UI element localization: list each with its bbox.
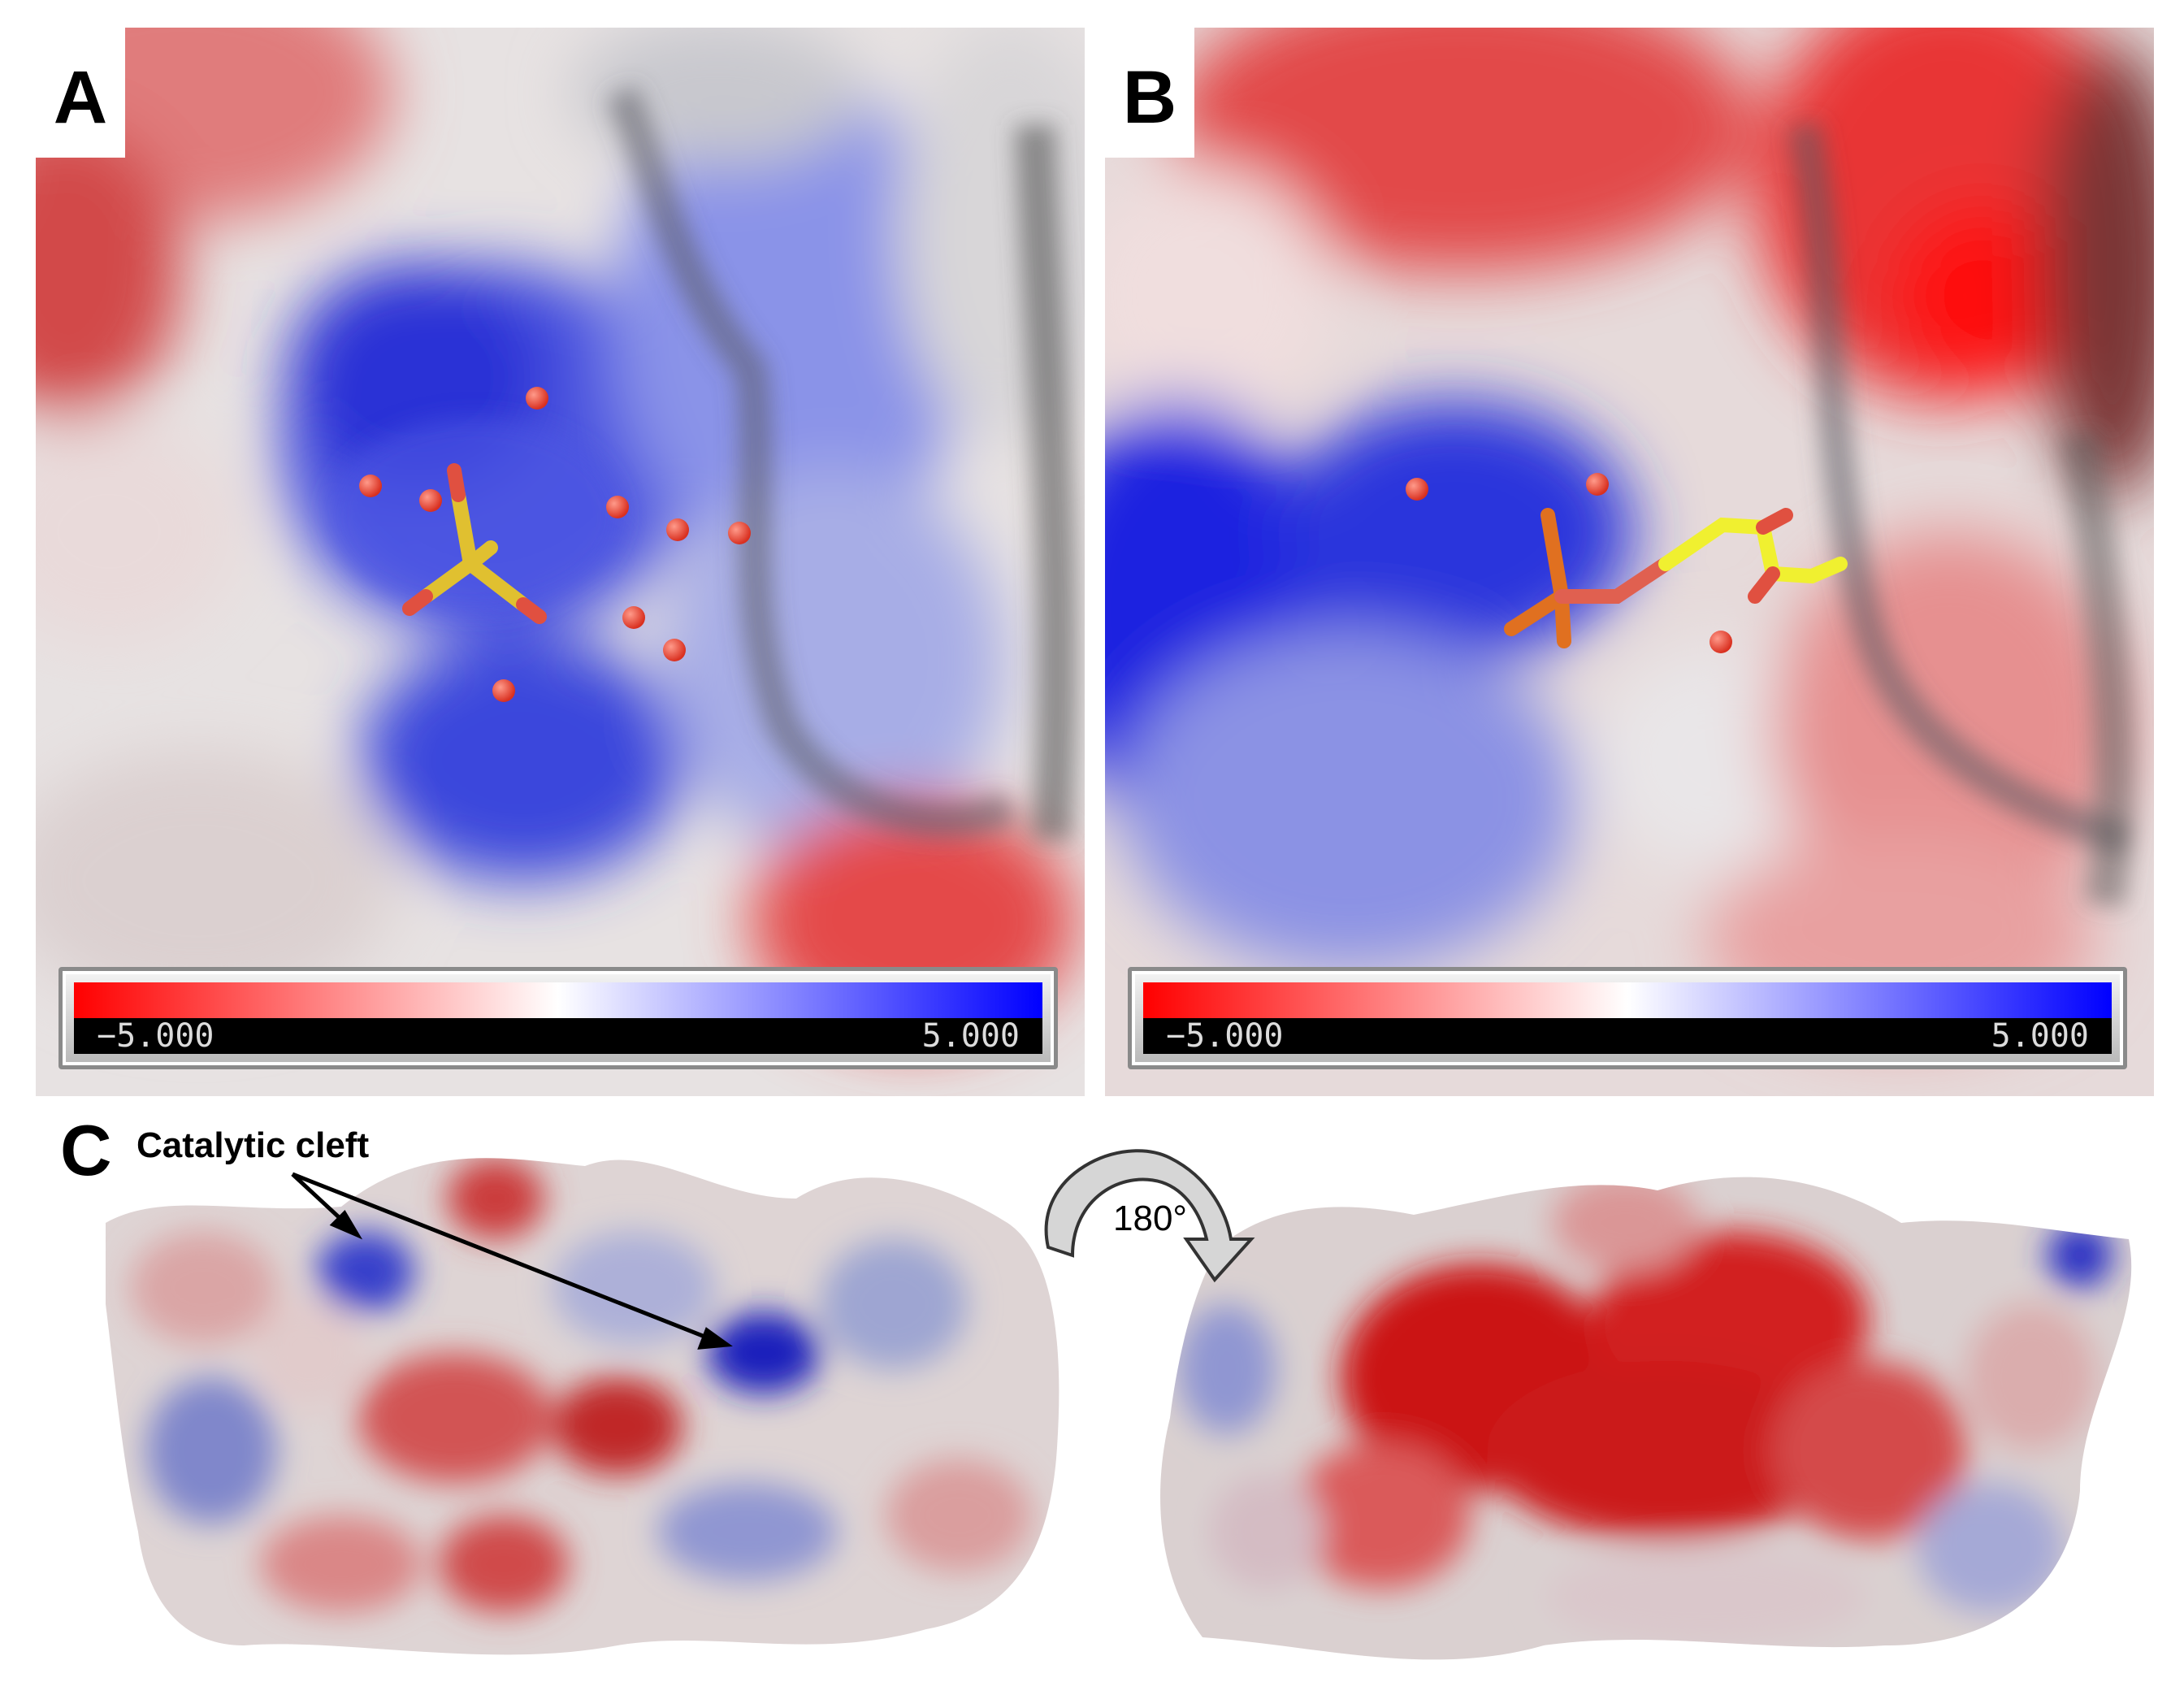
scale-max-label: 5.000 (1991, 1017, 2089, 1055)
surface-a-image (36, 28, 1085, 1096)
ligand-stick-model (1504, 508, 1848, 648)
water-molecules (1406, 473, 1732, 653)
panel-label-c: C (60, 1110, 112, 1190)
cleft-arrows (291, 1172, 733, 1350)
scale-max-label: 5.000 (921, 1017, 1020, 1055)
water-molecules (359, 387, 751, 702)
scale-tick-row: −5.000 5.000 (74, 1018, 1042, 1054)
scale-min-label: −5.000 (97, 1017, 214, 1055)
protein-surfaces (106, 1149, 2132, 1660)
scale-tick-row: −5.000 5.000 (1143, 1018, 2112, 1054)
scale-min-label: −5.000 (1166, 1017, 1284, 1055)
rotation-arrow-icon (1044, 1149, 1255, 1283)
rotation-annotation: 180° (1113, 1199, 1188, 1238)
panel-c-protein-views (0, 1109, 2184, 1708)
surface-front-view (106, 1158, 1060, 1655)
catalytic-cleft-annotation: Catalytic cleft (136, 1125, 370, 1165)
surface-b-image (1105, 28, 2154, 1096)
panel-b-surface (1105, 28, 2154, 1096)
panel-label-b: B (1105, 28, 1194, 158)
electrostatic-scale-bar-b: −5.000 5.000 (1128, 967, 2127, 1069)
surface-back-view (1160, 1177, 2132, 1660)
scale-gradient (1143, 982, 2112, 1018)
panel-label-a: A (36, 28, 125, 158)
scale-gradient (74, 982, 1042, 1018)
panel-a-surface (36, 28, 1085, 1096)
sulfate-ligand (402, 463, 547, 624)
electrostatic-scale-bar-a: −5.000 5.000 (58, 967, 1058, 1069)
